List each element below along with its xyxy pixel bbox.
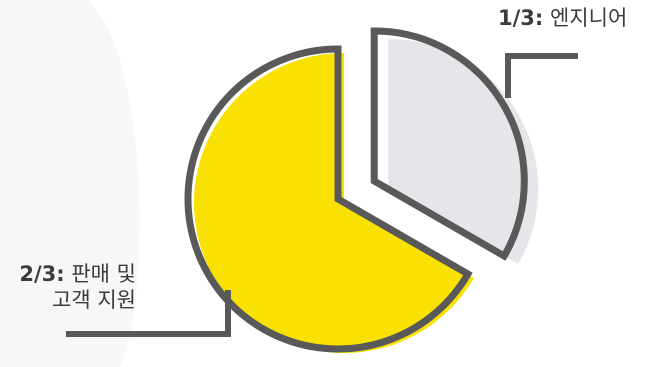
leader-line-engineer [505,53,578,98]
background-shape [0,0,140,367]
slice-sales-fill [193,53,474,353]
label-engineer-text: 엔지니어 [549,6,628,30]
leader-line-sales [66,290,231,337]
label-sales-fraction: 2/3: [19,262,65,286]
slice-sales-outline [184,45,473,353]
label-sales: 2/3: 판매 및 고객 지원 [8,261,136,313]
label-sales-text-line2: 고객 지원 [52,288,136,312]
label-engineer: 1/3: 엔지니어 [498,5,627,31]
slice-engineer-outline [370,27,528,261]
label-engineer-fraction: 1/3: [498,6,544,30]
label-sales-text-line1: 판매 및 [71,262,136,286]
